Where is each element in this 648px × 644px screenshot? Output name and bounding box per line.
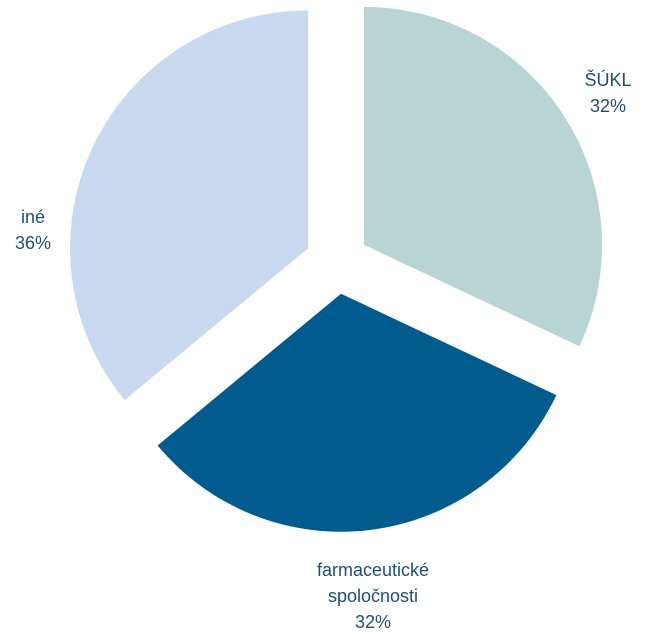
pie-slice-2 (157, 293, 557, 532)
slice-label-3: iné 36% (15, 207, 51, 253)
pie-slice-1 (364, 6, 603, 347)
pie-slices (70, 6, 603, 532)
pie-slice-3 (70, 10, 309, 401)
pie-labels: ŠÚKL 32% farmaceutické spoločnosti 32% iné 36% (15, 69, 632, 632)
slice-label-1: ŠÚKL 32% (584, 69, 631, 116)
slice-label-2: farmaceutické spoločnosti 32% (317, 560, 429, 632)
